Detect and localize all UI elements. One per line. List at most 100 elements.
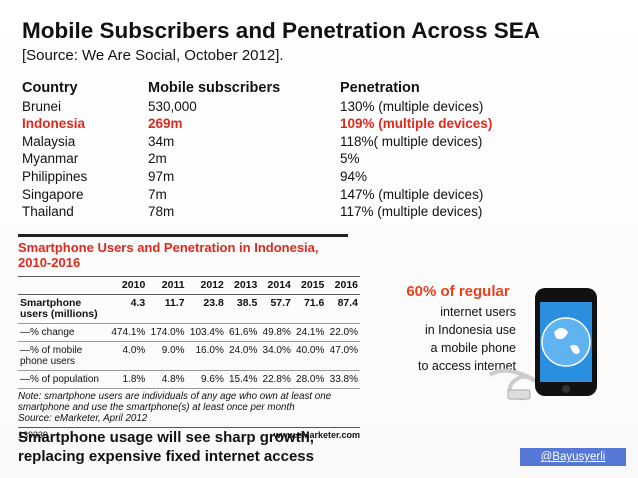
cell: 71.6 — [292, 294, 327, 324]
cell: Singapore — [22, 186, 84, 202]
cell: 109% (multiple devices) — [340, 116, 493, 132]
row-label: —% of population — [18, 370, 108, 389]
cell: 1.8% — [108, 370, 148, 389]
globe — [541, 317, 591, 367]
cell: 38.5 — [225, 294, 260, 324]
cell: 474.1% — [108, 323, 148, 342]
cell: 7m — [148, 186, 167, 202]
table-row: Thailand 78m 117% (multiple devices) — [22, 203, 492, 221]
table-row: Indonesia 269m 109% (multiple devices) — [22, 115, 492, 133]
callout: 60% of regular internet users in Indonesi… — [400, 283, 516, 375]
table-title: Smartphone Users and Penetration in Indo… — [18, 234, 348, 270]
column-header: Country — [22, 80, 78, 96]
cell: 33.8% — [326, 370, 360, 389]
callout-line: internet users — [440, 305, 516, 319]
cell: Thailand — [22, 204, 74, 220]
cell: 87.4 — [326, 294, 360, 324]
note: Note: smartphone users are individuals o… — [18, 391, 360, 424]
cell: Philippines — [22, 168, 88, 184]
cell: 174.0% — [147, 323, 187, 342]
home-button — [562, 385, 570, 393]
cell: 24.1% — [292, 323, 327, 342]
cell: 78m — [148, 204, 175, 220]
cell: 40.0% — [292, 341, 327, 371]
table-row: Smartphone users (millions) 4.3 11.7 23.8 38… — [18, 294, 360, 324]
cell: 94% — [340, 168, 368, 184]
cell: 16.0% — [186, 341, 226, 371]
cell: 15.4% — [225, 370, 260, 389]
cell: 22.0% — [326, 323, 360, 342]
cell: 22.8% — [259, 370, 293, 389]
cell: Indonesia — [22, 116, 86, 132]
cell: 34.0% — [259, 341, 293, 371]
callout-headline: 60% of regular — [406, 283, 510, 300]
cell: Myanmar — [22, 151, 79, 167]
callout-line: to access internet — [418, 359, 516, 373]
data-table: 2010 2011 2012 2013 2014 2015 2016 Smartphone u… — [18, 276, 360, 389]
table-row: Brunei 530,000 130% (multiple devices) — [22, 98, 492, 116]
cell: 103.4% — [186, 323, 226, 342]
cell: 97m — [148, 168, 175, 184]
cell: 23.8 — [186, 294, 226, 324]
cell: 130% (multiple devices) — [340, 98, 484, 114]
emarketer-table: Smartphone Users and Penetration in Indo… — [18, 234, 360, 440]
cell: 9.6% — [186, 370, 226, 389]
year: 2013 — [225, 276, 260, 295]
author-tag: @Bayusyerli — [520, 448, 626, 466]
cell: 118%( multiple devices) — [340, 133, 483, 149]
bottom-line: replacing expensive fixed internet acces… — [18, 448, 314, 465]
cell: 9.0% — [147, 341, 187, 371]
footer: 139339 www.eMarketer.com — [18, 427, 360, 440]
country-table: Country Mobile subscribers Penetration Brun… — [22, 80, 492, 221]
callout-line: a mobile phone — [430, 341, 516, 355]
row-label: —% change — [18, 323, 108, 342]
table-row: Philippines 97m 94% — [22, 168, 492, 186]
cell: 49.8% — [259, 323, 293, 342]
callout-line: in Indonesia use — [424, 323, 516, 337]
cell: 47.0% — [326, 341, 360, 371]
table-row: Myanmar 2m 5% — [22, 150, 492, 168]
cell: 57.7 — [259, 294, 293, 324]
table-row: —% of mobile phone users 4.0% 9.0% 16.0% 24.… — [18, 341, 360, 371]
note-text: Note: smartphone users are individuals o… — [18, 391, 332, 413]
cell: 117% (multiple devices) — [340, 204, 483, 220]
cell: 24.0% — [225, 341, 260, 371]
corner-cell — [18, 276, 108, 295]
bottom-line: Smartphone usage will see sharp growth, — [18, 429, 314, 446]
year: 2012 — [186, 276, 226, 295]
cell: 34m — [148, 133, 175, 149]
cell: 4.3 — [108, 294, 148, 324]
source: [Source: We Are Social, October 2012]. — [22, 47, 284, 64]
column-header: Mobile subscribers — [148, 80, 281, 96]
year: 2016 — [326, 276, 360, 295]
year: 2011 — [147, 276, 187, 295]
year: 2014 — [259, 276, 293, 295]
note-source: Source: eMarketer, April 2012 — [18, 413, 148, 424]
plug — [507, 389, 531, 400]
table-row: —% change 474.1% 174.0% 103.4% 61.6% 49.8% 24.… — [18, 323, 360, 342]
header-row: Country Mobile subscribers Penetration — [22, 80, 492, 98]
table-row: Singapore 7m 147% (multiple devices) — [22, 186, 492, 204]
chart-id: 139339 — [18, 430, 49, 440]
cell: Brunei — [22, 98, 62, 114]
phone-icon — [488, 288, 597, 401]
row-label: Smartphone users (millions) — [18, 294, 108, 324]
column-header: Penetration — [340, 80, 420, 96]
cell: 2m — [148, 151, 167, 167]
header-row: 2010 2011 2012 2013 2014 2015 2016 — [18, 276, 360, 295]
cell: 4.0% — [108, 341, 148, 371]
year: 2015 — [292, 276, 327, 295]
row-label: —% of mobile phone users — [18, 341, 108, 371]
cell: 269m — [148, 116, 183, 132]
table-row: —% of population 1.8% 4.8% 9.6% 15.4% 22.8% 28… — [18, 370, 360, 389]
globe-land — [554, 328, 580, 354]
cell: Malaysia — [22, 133, 76, 149]
brand: www.eMarketer.com — [273, 430, 360, 440]
table-row: Malaysia 34m 118%( multiple devices) — [22, 133, 492, 151]
cell: 28.0% — [292, 370, 327, 389]
bottom-text: Smartphone usage will see sharp growth, r… — [18, 428, 314, 466]
cell: 147% (multiple devices) — [340, 186, 484, 202]
title: Mobile Subscribers and Penetration Acros… — [22, 18, 541, 43]
cell: 530,000 — [148, 98, 197, 114]
cell: 61.6% — [225, 323, 260, 342]
